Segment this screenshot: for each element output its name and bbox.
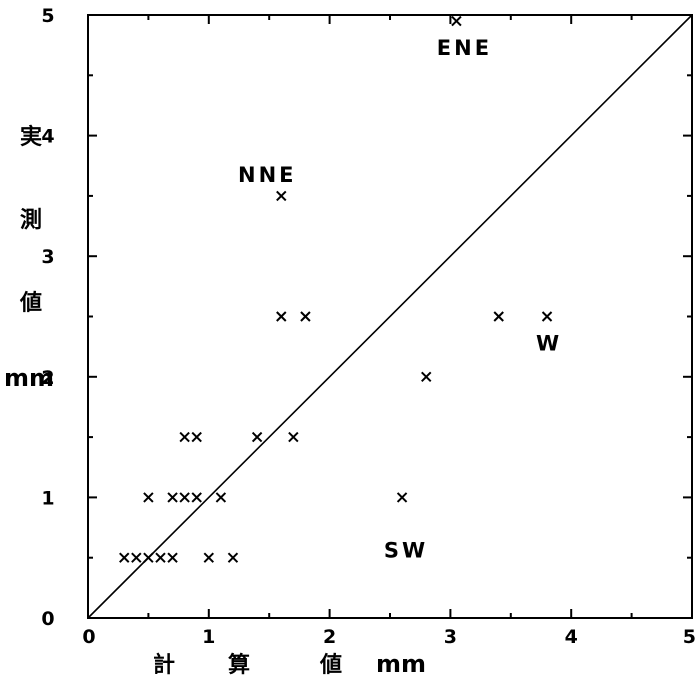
data-point	[167, 552, 178, 563]
data-points	[119, 15, 553, 563]
data-point	[143, 492, 154, 503]
data-point	[276, 311, 287, 322]
x-tick-label: 0	[82, 626, 95, 648]
reference-line	[87, 14, 693, 619]
data-point	[179, 431, 190, 443]
y-tick-label: 1	[41, 487, 54, 509]
data-point	[276, 190, 287, 202]
x-tick-label: 5	[683, 626, 696, 648]
annotation-w: W	[536, 332, 562, 356]
x-axis-label-char-3: 値	[319, 653, 342, 678]
data-point	[215, 492, 227, 503]
x-axis-label-char-2: 算	[228, 652, 250, 678]
y-tick-label: 5	[41, 5, 54, 27]
annotation-ene: ENE	[437, 36, 492, 60]
x-tick-label: 1	[202, 626, 215, 648]
data-point	[300, 311, 311, 322]
y-axis-unit: mm	[4, 364, 54, 392]
data-point	[143, 552, 154, 563]
data-point	[179, 492, 190, 503]
y-tick-label: 4	[41, 126, 54, 148]
data-point	[203, 552, 215, 563]
y-axis-label-char-1: 実	[20, 124, 42, 150]
y-tick-label: 0	[41, 608, 54, 630]
data-point	[493, 311, 504, 322]
y-axis-label-char-2: 測	[20, 208, 42, 233]
x-tick-label: 3	[444, 626, 457, 648]
data-point	[541, 311, 553, 322]
axis-ticks: 0 1 2 3 4 5 0 1 2 3 4 5	[41, 5, 696, 648]
data-point	[119, 552, 130, 563]
annotation-sw: SW	[384, 538, 428, 562]
data-point	[155, 552, 166, 563]
data-point	[396, 492, 408, 503]
x-axis-label-char-1: 計	[153, 652, 175, 678]
x-axis-unit: mm	[376, 650, 426, 678]
data-point	[191, 431, 202, 443]
annotation-nne: NNE	[238, 163, 297, 187]
data-point	[227, 552, 239, 563]
y-axis-label-char-3: 値	[19, 291, 42, 316]
data-point	[251, 431, 263, 443]
data-point	[451, 15, 462, 27]
x-tick-label: 2	[323, 626, 336, 648]
y-tick-label: 3	[41, 246, 54, 268]
annotations: ENE NNE W SW	[238, 36, 562, 562]
data-point	[421, 371, 432, 383]
data-point	[131, 552, 142, 563]
data-point	[167, 492, 178, 503]
data-point	[191, 492, 202, 503]
x-tick-label: 4	[565, 626, 578, 648]
y-tick-label: 2	[41, 367, 54, 389]
data-point	[288, 431, 299, 443]
